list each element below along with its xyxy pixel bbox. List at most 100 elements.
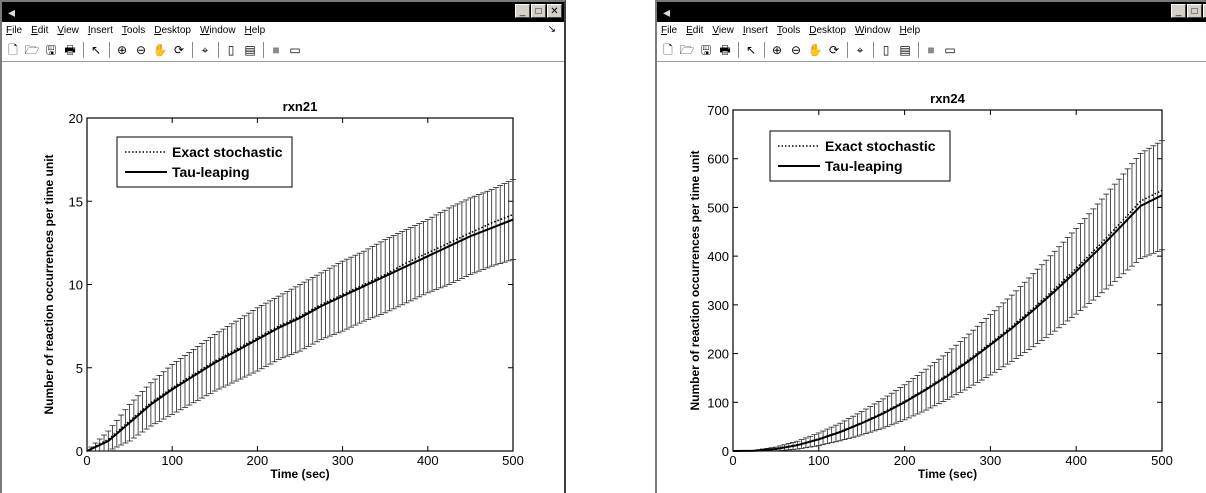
menu-item-insert[interactable]: Insert: [88, 25, 113, 36]
toolbar-separator: [764, 42, 765, 58]
menu-item-label: indow: [209, 25, 236, 36]
zoom-out-icon[interactable]: ⊖: [135, 43, 147, 57]
menu-item-edit[interactable]: Edit: [31, 25, 48, 36]
save-icon[interactable]: 🖫: [45, 43, 57, 57]
menu-item-label: ools: [781, 25, 801, 36]
data-cursor-icon[interactable]: ⌖: [856, 43, 864, 57]
zoom-in-icon[interactable]: ⊕: [771, 43, 783, 57]
menu-item-label: dit: [37, 25, 49, 36]
menu-item-window[interactable]: Window: [200, 25, 236, 36]
menu-item-mnemonic: I: [87, 25, 91, 36]
show-plot-tools-icon[interactable]: ▭: [944, 43, 956, 57]
plot-area: 0 100 200 300 400 500 0 100 200 300 400 500 600 700 rx…: [688, 91, 1173, 481]
rotate-3d-icon[interactable]: ⟳: [828, 43, 840, 57]
menu-item-label: nsert: [90, 25, 113, 36]
x-tick-label: 300: [980, 453, 1002, 468]
edit-plot-pointer-icon[interactable]: ↖: [90, 43, 102, 57]
chart-title: rxn21: [283, 99, 318, 114]
y-tick-label: 700: [707, 103, 729, 118]
legend-label: Tau-leaping: [825, 158, 903, 174]
y-tick-label: 0: [722, 444, 729, 459]
zoom-out-icon[interactable]: ⊖: [790, 43, 802, 57]
menu-item-view[interactable]: View: [57, 25, 79, 36]
legend-label: Tau-leaping: [172, 164, 250, 180]
minimize-icon[interactable]: _: [1171, 4, 1186, 18]
edit-plot-pointer-icon[interactable]: ↖: [745, 43, 757, 57]
legend-icon[interactable]: ▤: [244, 43, 256, 57]
show-plot-tools-icon[interactable]: ▭: [289, 43, 301, 57]
colorbar-icon[interactable]: ▯: [227, 43, 235, 57]
menu-item-insert[interactable]: Insert: [743, 25, 768, 36]
data-cursor-icon[interactable]: ⌖: [201, 43, 209, 57]
save-icon[interactable]: 🖫: [700, 43, 712, 57]
maximize-icon[interactable]: □: [531, 4, 546, 18]
y-tick-label: 300: [707, 298, 729, 313]
menu-item-tools[interactable]: Tools: [122, 25, 145, 36]
menu-bar: File Edit View Insert Tools Desktop Window Help: [657, 22, 1206, 39]
rotate-3d-icon[interactable]: ⟳: [173, 43, 185, 57]
menu-item-label: ile: [12, 25, 23, 36]
plot-area: 0 100 200 300 400 500 0 5 10 15 20 rxn21 Time (sec) N…: [42, 99, 524, 481]
toolbar-separator: [218, 42, 219, 58]
menu-item-file[interactable]: File: [661, 25, 677, 36]
menu-item-label: iew: [718, 25, 734, 36]
legend-label: Exact stochastic: [825, 138, 936, 154]
minimize-icon[interactable]: _: [515, 4, 530, 18]
menu-item-help[interactable]: Help: [245, 25, 266, 36]
close-icon[interactable]: ✕: [547, 4, 562, 18]
menu-item-window[interactable]: Window: [855, 25, 891, 36]
y-tick-label: 5: [76, 361, 83, 376]
open-file-icon[interactable]: 🗁: [24, 43, 40, 57]
legend-box: [116, 136, 293, 188]
new-figure-icon[interactable]: 🗋: [8, 43, 18, 57]
x-axis-label: Time (sec): [918, 467, 977, 481]
y-axis-label: Number of reaction occurrences per time …: [42, 154, 56, 414]
hide-plot-tools-icon[interactable]: ■: [272, 43, 280, 57]
series-line-exact-stochastic: [86, 213, 514, 452]
maximize-icon[interactable]: □: [1187, 4, 1202, 18]
menu-item-mnemonic: V: [57, 25, 64, 36]
matlab-logo-icon: ◂: [663, 4, 671, 20]
series-line-exact-stochastic: [732, 189, 1163, 452]
pan-hand-icon[interactable]: ✋: [152, 43, 168, 57]
menu-item-mnemonic: H: [899, 25, 907, 36]
toolbar-separator: [738, 42, 739, 58]
menu-item-tools[interactable]: Tools: [777, 25, 800, 36]
x-tick-label: 500: [1151, 453, 1173, 468]
menu-item-label: elp: [251, 25, 266, 36]
y-tick-label: 500: [707, 200, 729, 215]
legend-icon[interactable]: ▤: [899, 43, 911, 57]
zoom-in-icon[interactable]: ⊕: [116, 43, 128, 57]
menu-item-help[interactable]: Help: [900, 25, 921, 36]
menu-item-file[interactable]: File: [6, 25, 22, 36]
x-tick-label: 300: [332, 453, 354, 468]
x-tick-label: 100: [161, 453, 183, 468]
toolbar-separator: [192, 42, 193, 58]
x-tick-label: 100: [808, 453, 830, 468]
new-figure-icon[interactable]: 🗋: [663, 43, 673, 57]
legend: Exact stochastic Tau-leaping: [116, 136, 293, 188]
toolbar-separator: [873, 42, 874, 58]
colorbar-icon[interactable]: ▯: [882, 43, 890, 57]
menu-item-mnemonic: E: [686, 25, 693, 36]
menu-item-edit[interactable]: Edit: [686, 25, 703, 36]
dock-arrow-icon[interactable]: ↘: [547, 24, 556, 35]
open-file-icon[interactable]: 🗁: [679, 43, 695, 57]
menu-item-view[interactable]: View: [712, 25, 734, 36]
print-icon[interactable]: 🖶: [64, 43, 76, 57]
series-line-tau-leaping: [86, 218, 514, 452]
figure-toolbar: 🗋 🗁 🖫 🖶 ↖ ⊕ ⊖ ✋ ⟳ ⌖ ▯ ▤ ■ ▭: [2, 39, 564, 62]
close-icon[interactable]: ✕: [1203, 4, 1206, 18]
print-icon[interactable]: 🖶: [719, 43, 731, 57]
legend-box: [769, 130, 951, 182]
menu-item-mnemonic: D: [809, 25, 817, 36]
y-tick-label: 0: [76, 444, 83, 459]
menu-item-desktop[interactable]: Desktop: [154, 25, 191, 36]
menu-item-mnemonic: T: [121, 25, 127, 36]
toolbar-separator: [918, 42, 919, 58]
pan-hand-icon[interactable]: ✋: [807, 43, 823, 57]
menu-item-mnemonic: I: [742, 25, 746, 36]
hide-plot-tools-icon[interactable]: ■: [927, 43, 935, 57]
figure-window-rxn24: ◂ _ □ ✕ File Edit View Insert Tools Desktop Wi…: [655, 0, 1206, 493]
menu-item-desktop[interactable]: Desktop: [809, 25, 846, 36]
